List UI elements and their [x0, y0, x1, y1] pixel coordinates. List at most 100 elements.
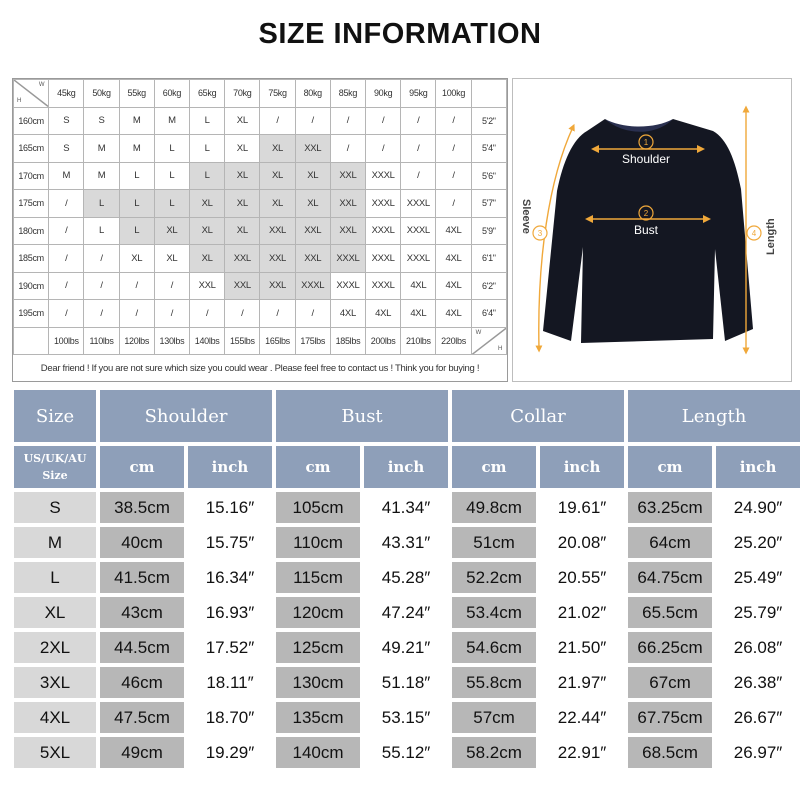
bust-inch-cell: 51.18″	[364, 667, 449, 698]
length-inch-cell: 26.67″	[716, 702, 800, 733]
collar-cm-cell: 58.2cm	[452, 737, 537, 768]
shoulder-inch-cell: 19.29″	[188, 737, 273, 768]
grid-size-cell: /	[48, 216, 85, 245]
grid-size-cell: XXL	[259, 271, 296, 300]
weight-lbs-header: 185lbs	[329, 326, 367, 355]
grid-size-cell: XXXL	[400, 244, 437, 273]
height-cm-label: 190cm	[12, 271, 50, 300]
collar-cm-cell: 55.8cm	[452, 667, 537, 698]
length-cm-cell: 64.75cm	[628, 562, 713, 593]
grid-size-cell: /	[294, 299, 331, 328]
sleeve-label: Sleeve	[520, 199, 532, 234]
size-cell: 5XL	[14, 737, 96, 768]
bust-inch-cell: 43.31″	[364, 527, 449, 558]
grid-size-cell: XL	[224, 161, 261, 190]
header-shoulder: Shoulder	[100, 390, 273, 442]
grid-size-cell: /	[400, 106, 437, 135]
grid-size-cell: XXL	[329, 161, 367, 190]
grid-row: 175cm / L L L XL XL XL XL XXL XXXL XXXL/5'7"	[12, 189, 508, 218]
grid-size-cell: XXL	[294, 134, 331, 163]
weight-kg-header: 70kg	[224, 79, 261, 108]
grid-size-cell: XXL	[224, 244, 261, 273]
grid-size-cell: /	[294, 106, 331, 135]
grid-size-cell: M	[118, 106, 155, 135]
shoulder-inch-cell: 17.52″	[188, 632, 273, 663]
weight-lbs-header: 100lbs	[48, 326, 85, 355]
length-inch-cell: 25.49″	[716, 562, 800, 593]
collar-cm-cell: 52.2cm	[452, 562, 537, 593]
size-row: 3XL 46cm 18.11″ 130cm 51.18″ 55.8cm 21.97″ 67cm…	[14, 667, 800, 698]
bust-cm-cell: 125cm	[276, 632, 361, 663]
size-row: XL 43cm 16.93″ 120cm 47.24″ 53.4cm 21.02″ 65.5c…	[14, 597, 800, 628]
grid-size-cell: M	[83, 161, 120, 190]
grid-size-cell: /	[365, 134, 402, 163]
shoulder-cm-cell: 38.5cm	[100, 492, 184, 523]
grid-size-cell: /	[153, 271, 191, 300]
grid-size-cell: /	[329, 106, 367, 135]
weight-kg-header: 45kg	[48, 79, 85, 108]
length-inch-cell: 26.08″	[716, 632, 800, 663]
grid-row: 190cm / / / / XXL XXL XXL XXXL XXXL XXXL 4XL 4XL 6'2"	[12, 271, 508, 300]
grid-row: 160cm S S M M L XL / / / / //5'2"	[12, 106, 508, 135]
grid-size-cell: /	[259, 299, 296, 328]
grid-size-cell: /	[83, 271, 120, 300]
grid-size-cell: M	[118, 134, 155, 163]
grid-size-cell: XXXL	[329, 271, 367, 300]
grid-row: 195cm / / / / / / //4XL 4XL 4XL 4XL 6'4"	[12, 299, 508, 328]
shoulder-inch-cell: 16.34″	[188, 562, 273, 593]
size-row: 4XL 47.5cm 18.70″ 135cm 53.15″ 57cm 22.44″ 67.7…	[14, 702, 800, 733]
sleeve-num: 3	[538, 229, 543, 238]
shoulder-cm-cell: 49cm	[100, 737, 184, 768]
grid-size-cell: M	[83, 134, 120, 163]
weight-kg-header: 95kg	[400, 79, 437, 108]
header-region-line1: US/UK/AU	[23, 452, 87, 465]
grid-size-cell: /	[48, 244, 85, 273]
size-row: 5XL 49cm 19.29″ 140cm 55.12″ 58.2cm 22.91″ 68.5…	[14, 737, 800, 768]
header-region-size: US/UK/AU Size	[14, 446, 96, 488]
bust-num: 2	[644, 209, 649, 218]
bust-cm-cell: 135cm	[276, 702, 361, 733]
grid-size-cell: XXXL	[365, 244, 402, 273]
length-num: 4	[752, 229, 757, 238]
length-marker	[746, 225, 762, 241]
length-label: Length	[765, 218, 777, 255]
grid-size-cell: /	[259, 106, 296, 135]
weight-lbs-header: 155lbs	[224, 326, 261, 355]
grid-size-cell: XL	[259, 189, 296, 218]
shoulder-marker	[638, 134, 654, 150]
corner-w-label: W	[38, 82, 45, 88]
size-cell: L	[14, 562, 96, 593]
grid-size-cell: /	[48, 271, 85, 300]
grid-size-cell: /	[435, 106, 472, 135]
height-ft-label: 6'1"	[470, 244, 508, 273]
grid-size-cell: L	[83, 216, 120, 245]
grid-size-cell: 4XL	[435, 271, 472, 300]
grid-size-cell: 4XL	[329, 299, 367, 328]
bust-cm-cell: 130cm	[276, 667, 361, 698]
grid-size-cell: S	[48, 106, 85, 135]
grid-size-cell: XXL	[329, 216, 367, 245]
length-cm-cell: 67.75cm	[628, 702, 713, 733]
shoulder-inch-cell: 15.16″	[188, 492, 273, 523]
shoulder-cm-cell: 47.5cm	[100, 702, 184, 733]
grid-size-cell: /	[435, 134, 472, 163]
header-bust: Bust	[276, 390, 449, 442]
grid-size-cell: XL	[224, 216, 261, 245]
collar-inch-cell: 22.44″	[540, 702, 625, 733]
grid-empty-cell	[470, 79, 508, 108]
header-unit-inch: inch	[716, 446, 800, 488]
grid-size-cell: /	[400, 161, 437, 190]
bust-cm-cell: 115cm	[276, 562, 361, 593]
length-cm-cell: 65.5cm	[628, 597, 713, 628]
header-unit-cm: cm	[276, 446, 361, 488]
shoulder-cm-cell: 43cm	[100, 597, 184, 628]
size-cell: 4XL	[14, 702, 96, 733]
collar-inch-cell: 19.61″	[540, 492, 625, 523]
length-cm-cell: 64cm	[628, 527, 713, 558]
grid-size-cell: XXL	[294, 244, 331, 273]
height-ft-label: 5'2"	[470, 106, 508, 135]
grid-size-cell: XL	[294, 189, 331, 218]
shoulder-cm-cell: 46cm	[100, 667, 184, 698]
height-cm-label: 165cm	[12, 134, 50, 163]
